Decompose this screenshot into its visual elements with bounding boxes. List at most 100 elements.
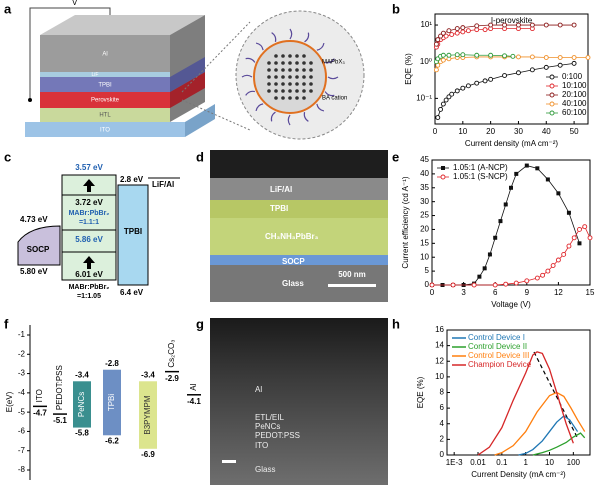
tick-label: -8 [18, 465, 26, 474]
lattice-dot [274, 89, 278, 93]
marker [454, 30, 460, 36]
scale-label: 500 nm [338, 270, 366, 279]
marker [446, 28, 452, 34]
level-label: -2.8 [105, 359, 119, 368]
marker [555, 257, 561, 263]
lattice-dot [274, 75, 278, 79]
marker [454, 26, 460, 32]
legend-label: Control Device II [468, 342, 527, 351]
layer [40, 72, 170, 77]
y-tick-label: 10⁻¹ [416, 93, 432, 102]
marker [556, 191, 561, 196]
layer-label: TPBI [98, 83, 112, 89]
x-axis-label: Voltage (V) [491, 300, 531, 309]
tick-label: -5 [18, 407, 26, 416]
lattice-dot [295, 82, 299, 86]
layer-label: ITO [255, 441, 268, 450]
marker [435, 37, 441, 43]
sem-layer [210, 178, 388, 200]
layer-label: PEDOT:PSS [255, 431, 300, 440]
marker [566, 210, 571, 215]
ligand [303, 111, 309, 122]
material-label: LiF/Al [152, 180, 174, 189]
ratio-label: MABr:PbBr₂ [69, 284, 110, 291]
ligand [270, 111, 276, 122]
lattice-dot [281, 68, 285, 72]
layer-label: Glass [282, 279, 304, 288]
y-tick-label: 35 [420, 183, 429, 192]
marker [438, 33, 444, 39]
series-line [494, 391, 586, 456]
energy-label: 5.86 eV [75, 235, 103, 244]
marker [493, 235, 498, 240]
marker [474, 23, 480, 29]
lattice-dot [267, 68, 271, 72]
marker [502, 22, 507, 28]
lattice-dot [281, 82, 285, 86]
material-label: PEDOT:PSS [55, 365, 64, 410]
y-axis-label: EQE (%) [404, 53, 413, 85]
band [139, 381, 157, 449]
marker [440, 30, 446, 36]
level-label: -5.8 [75, 429, 89, 438]
y-tick-label: 30 [420, 197, 429, 206]
panel-label: g [196, 316, 204, 331]
y-tick-label: 0 [440, 450, 445, 459]
marker [577, 226, 582, 232]
marker [446, 52, 452, 58]
x-tick-label: 0.1 [496, 458, 508, 467]
marker [557, 62, 563, 68]
material-label: Cs₂CO₃ [167, 340, 176, 368]
x-tick-label: 50 [570, 127, 579, 136]
marker [535, 166, 540, 171]
level-label: -3.4 [141, 370, 155, 379]
lattice-dot [302, 54, 306, 58]
y-tick-label: 40 [420, 169, 429, 178]
scale-bar [328, 284, 376, 287]
lattice-dot [302, 89, 306, 93]
lattice-dot [309, 89, 313, 93]
panel-label: h [392, 316, 400, 331]
sem-layer [210, 255, 388, 265]
y-tick-label: 15 [420, 238, 429, 247]
marker [460, 52, 466, 58]
marker [465, 28, 471, 34]
material-label: SOCP [27, 245, 50, 254]
lattice-dot [288, 54, 292, 58]
lattice-dot [281, 75, 285, 79]
marker [566, 243, 572, 249]
lattice-dot [295, 96, 299, 100]
series-line [432, 165, 580, 286]
tick-label: -3 [18, 369, 26, 378]
zoom-line [181, 99, 251, 131]
x-tick-label: 30 [514, 127, 523, 136]
ligand [287, 114, 291, 126]
y-axis-label: Current efficiency (cd A⁻¹) [401, 176, 410, 268]
layer-label: Perovskite [91, 98, 120, 104]
panel-label: d [196, 149, 204, 164]
ligand [316, 42, 325, 51]
y-tick-label: 45 [420, 155, 429, 164]
marker [529, 67, 535, 73]
panel-label: a [4, 1, 12, 16]
legend-marker [549, 74, 555, 80]
legend-marker [549, 110, 555, 116]
x-tick-label: 10 [545, 458, 554, 467]
x-tick-label: 6 [493, 288, 498, 297]
lattice-dot [274, 61, 278, 65]
marker [429, 282, 435, 288]
layer-label: SOCP [282, 257, 305, 266]
y-tick-label: 8 [440, 388, 445, 397]
lattice-dot [281, 96, 285, 100]
lattice-dot [309, 82, 313, 86]
marker [471, 282, 477, 288]
marker [443, 33, 449, 39]
lattice-dot [295, 75, 299, 79]
marker [516, 54, 521, 60]
y-tick-label: 20 [420, 225, 429, 234]
inset-label: MAPbX₃ [322, 60, 345, 66]
layer [40, 92, 170, 108]
x-tick-label: 12 [554, 288, 563, 297]
ligand [316, 103, 325, 112]
x-tick-label: 0 [433, 127, 438, 136]
